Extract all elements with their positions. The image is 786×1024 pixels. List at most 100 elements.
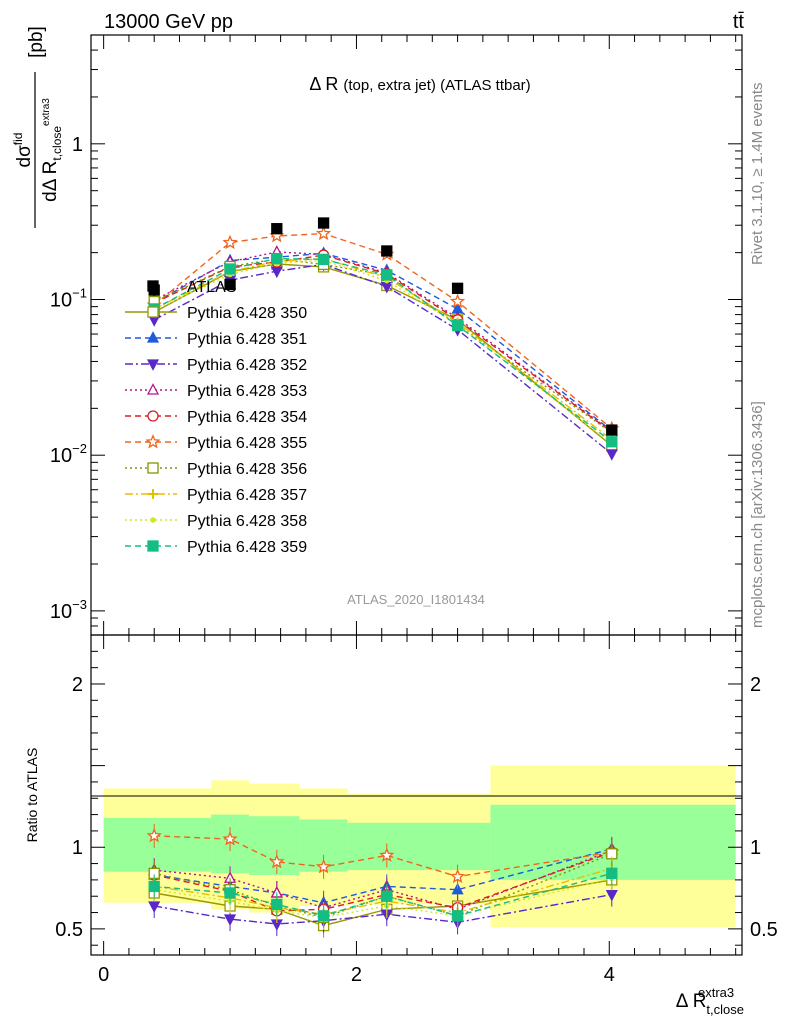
atlas-data-point (381, 245, 393, 257)
analysis-id: ATLAS_2020_I1801434 (347, 592, 485, 607)
legend-marker (146, 331, 160, 343)
legend-label: Pythia 6.428 359 (187, 539, 307, 556)
main-ylabel: dσfid dΔ Rt,closeextra3 [pb] (11, 26, 64, 228)
mcplots-label: mcplots.cern.ch [arXiv:1306.3436] (749, 401, 766, 628)
ratio-panel: 0.5 0.5 1 1 2 2 0 2 4 Ratio to ATLAS Δ Rt,closee… (24, 634, 778, 1017)
mc-point (381, 269, 393, 281)
legend: ATLAS Pythia 6.428 350 Pythia 6.428 351 Pyt… (125, 279, 307, 556)
ratio-series-layer (146, 823, 620, 938)
ratio-point (451, 910, 464, 922)
ratio-y-tick-label: 2 (72, 674, 83, 696)
ratio-y-tick-label: 1 (72, 837, 83, 859)
svg-text:[pb]: [pb] (26, 26, 47, 58)
legend-label: Pythia 6.428 355 (187, 435, 307, 452)
ratio-point (271, 898, 283, 911)
mc-point (222, 234, 238, 250)
ratio-band-inner (103, 817, 212, 872)
x-tick-label: 2 (351, 964, 362, 986)
ratio-point (379, 847, 395, 862)
mc-point (224, 263, 236, 275)
main-y-tick-label: 1 (72, 134, 83, 156)
svg-text:dΔ Rt,closeextra3: dΔ Rt,closeextra3 (40, 98, 64, 202)
atlas-data-points (148, 217, 618, 436)
legend-marker (147, 410, 159, 422)
legend-label: ATLAS (187, 279, 237, 296)
ratio-y-tick-label-right: 2 (750, 674, 761, 696)
legend-marker (148, 489, 158, 499)
ratio-point (224, 887, 236, 899)
main-y-tick-label: 10−1 (50, 286, 87, 312)
svg-text:dσfid: dσfid (11, 133, 35, 168)
mc-point (271, 252, 283, 265)
main-y-tick-label: 10−2 (50, 441, 87, 467)
legend-label: Pythia 6.428 354 (187, 409, 307, 426)
ratio-band-inner (347, 822, 491, 871)
mc-point (449, 293, 466, 309)
mc-series (148, 252, 618, 448)
atlas-data-point (271, 223, 283, 235)
legend-marker (147, 306, 159, 318)
ratio-point (269, 853, 285, 869)
mc-point (317, 253, 330, 266)
mc-point (315, 225, 332, 241)
ratio-xlabel: Δ Rt,closeextra3 (676, 985, 744, 1017)
legend-item: Pythia 6.428 357 (125, 487, 307, 504)
ratio-point (222, 831, 238, 846)
x-tick-label: 0 (98, 964, 109, 986)
ratio-frame (90, 634, 743, 956)
atlas-data-point (224, 278, 236, 291)
ratio-point (148, 901, 161, 913)
legend-item: Pythia 6.428 353 (125, 383, 307, 400)
legend-label: Pythia 6.428 351 (187, 331, 307, 348)
mc-point (451, 319, 464, 332)
ratio-y-tick-label-right: 1 (750, 837, 761, 859)
ratio-point (148, 880, 160, 893)
mc-point (606, 436, 618, 448)
legend-marker (150, 517, 156, 523)
legend-marker (145, 434, 161, 449)
ratio-point (605, 889, 618, 902)
main-axis-ticks: 10−3 10−2 10−1 1 (50, 34, 742, 636)
main-panel: 10−3 10−2 10−1 1 Δ R (top, extra jet) (ATLA… (11, 26, 743, 636)
mc-point (605, 449, 618, 461)
atlas-data-point (451, 282, 464, 294)
ratio-band-inner (490, 804, 736, 880)
legend-item: Pythia 6.428 355 (125, 434, 307, 452)
legend-label: Pythia 6.428 358 (187, 513, 307, 530)
ratio-point (381, 890, 393, 902)
legend-label: Pythia 6.428 357 (187, 487, 307, 504)
main-y-tick-label: 10−3 (50, 597, 87, 623)
legend-item: Pythia 6.428 358 (125, 513, 307, 530)
legend-marker (147, 280, 159, 292)
ratio-point (317, 910, 330, 922)
ratio-point (451, 882, 464, 895)
main-series-layer (146, 225, 620, 461)
ratio-uncertainty-bands (103, 765, 736, 928)
legend-label: Pythia 6.428 356 (187, 461, 307, 478)
legend-item: Pythia 6.428 354 (125, 409, 307, 426)
legend-marker (146, 383, 160, 395)
ratio-axis-ticks: 0.5 0.5 1 1 2 2 0 2 4 (55, 634, 778, 986)
legend-item-atlas: ATLAS (147, 279, 237, 296)
legend-marker (146, 359, 160, 371)
ratio-y-tick-label-right: 0.5 (750, 919, 778, 941)
rivet-version-label: Rivet 3.1.10, ≥ 1.4M events (749, 83, 766, 266)
ratio-point (223, 914, 237, 926)
legend-marker (147, 540, 159, 552)
legend-item: Pythia 6.428 351 (125, 331, 307, 348)
energy-label: 13000 GeV pp (104, 11, 233, 33)
legend-item: Pythia 6.428 350 (125, 305, 307, 322)
legend-label: Pythia 6.428 353 (187, 383, 307, 400)
legend-label: Pythia 6.428 350 (187, 305, 307, 322)
atlas-data-point (606, 424, 618, 436)
ratio-series (148, 861, 618, 928)
ratio-y-tick-label: 0.5 (55, 919, 83, 941)
mc-series (146, 225, 620, 436)
process-label: tt̄ (733, 11, 745, 33)
ratio-ylabel: Ratio to ATLAS (24, 748, 40, 843)
atlas-data-point (317, 217, 330, 229)
plot-title: Δ R (top, extra jet) (ATLAS ttbar) (309, 74, 530, 94)
legend-item: Pythia 6.428 359 (125, 539, 307, 556)
ratio-point (146, 827, 162, 843)
